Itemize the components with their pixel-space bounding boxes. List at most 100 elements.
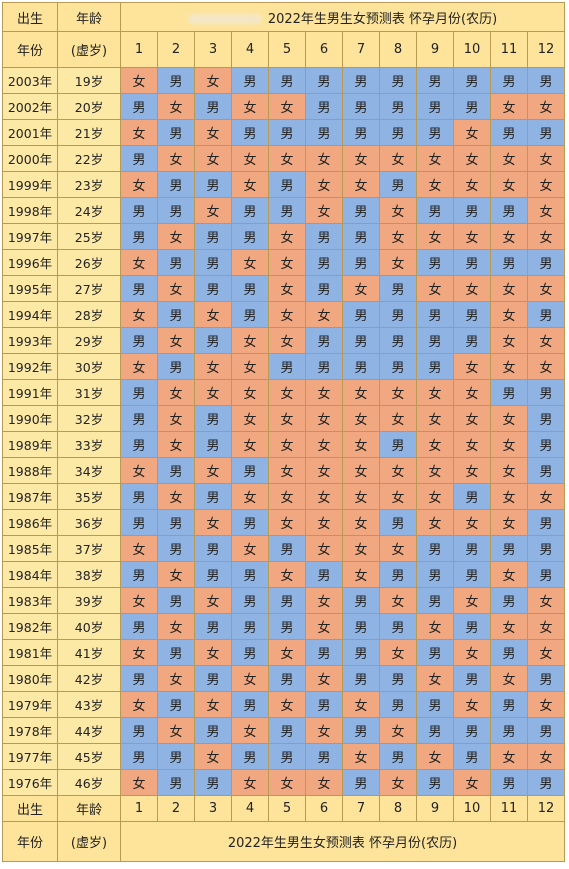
- boy-cell: 男: [342, 67, 380, 94]
- birth-year-cell: 1990年: [2, 405, 58, 432]
- girl-cell: 女: [453, 691, 491, 718]
- boy-cell: 男: [268, 665, 306, 692]
- boy-cell: 男: [416, 67, 454, 94]
- girl-cell: 女: [453, 275, 491, 302]
- age-cell: 22岁: [57, 145, 121, 172]
- boy-cell: 男: [120, 379, 158, 406]
- girl-cell: 女: [120, 639, 158, 666]
- girl-cell: 女: [342, 743, 380, 770]
- girl-cell: 女: [490, 327, 528, 354]
- boy-cell: 男: [342, 119, 380, 146]
- table-row: 1998年 24岁男男女男男女男女男男男女: [2, 197, 566, 224]
- header-month-6: 6: [305, 31, 343, 68]
- girl-cell: 女: [453, 379, 491, 406]
- boy-cell: 男: [416, 353, 454, 380]
- boy-cell: 男: [231, 613, 269, 640]
- table-title: 2022年生男生女预测表 怀孕月份(农历): [267, 11, 498, 27]
- boy-cell: 男: [342, 665, 380, 692]
- girl-cell: 女: [342, 145, 380, 172]
- girl-cell: 女: [305, 431, 343, 458]
- boy-cell: 男: [194, 275, 232, 302]
- boy-cell: 男: [268, 717, 306, 744]
- girl-cell: 女: [305, 301, 343, 328]
- girl-cell: 女: [268, 457, 306, 484]
- header-title-cell: 2022年生男生女预测表 怀孕月份(农历): [119, 2, 566, 32]
- boy-cell: 男: [453, 535, 491, 562]
- footer-month-3: 3: [194, 795, 232, 822]
- header-month-4: 4: [231, 31, 269, 68]
- boy-cell: 男: [120, 717, 158, 744]
- boy-cell: 男: [157, 197, 195, 224]
- boy-cell: 男: [120, 509, 158, 536]
- girl-cell: 女: [526, 743, 566, 770]
- table-row: 2003年 19岁女男女男男男男男男男男男: [2, 67, 566, 94]
- boy-cell: 男: [526, 249, 566, 276]
- boy-cell: 男: [342, 717, 380, 744]
- table-row: 1992年 30岁女男女女男男男男男女女女: [2, 353, 566, 380]
- boy-cell: 男: [416, 301, 454, 328]
- girl-cell: 女: [231, 405, 269, 432]
- girl-cell: 女: [416, 613, 454, 640]
- boy-cell: 男: [453, 93, 491, 120]
- boy-cell: 男: [231, 197, 269, 224]
- footer-birth-label: 出生: [2, 795, 58, 822]
- girl-cell: 女: [268, 691, 306, 718]
- boy-cell: 男: [453, 483, 491, 510]
- age-cell: 37岁: [57, 535, 121, 562]
- birth-year-cell: 1999年: [2, 171, 58, 198]
- age-cell: 27岁: [57, 275, 121, 302]
- girl-cell: 女: [194, 743, 232, 770]
- header-birth-label: 出生: [2, 2, 58, 32]
- girl-cell: 女: [305, 769, 343, 796]
- girl-cell: 女: [379, 145, 417, 172]
- girl-cell: 女: [194, 67, 232, 94]
- boy-cell: 男: [268, 171, 306, 198]
- boy-cell: 男: [194, 171, 232, 198]
- girl-cell: 女: [231, 379, 269, 406]
- boy-cell: 男: [526, 535, 566, 562]
- boy-cell: 男: [194, 535, 232, 562]
- header-month-3: 3: [194, 31, 232, 68]
- table-row: 1977年 45岁男男女男男男女男女男女女: [2, 743, 566, 770]
- girl-cell: 女: [342, 405, 380, 432]
- boy-cell: 男: [120, 613, 158, 640]
- girl-cell: 女: [305, 665, 343, 692]
- boy-cell: 男: [120, 431, 158, 458]
- girl-cell: 女: [342, 171, 380, 198]
- table-row: 1987年 35岁男女男女女女女女女男女女: [2, 483, 566, 510]
- boy-cell: 男: [120, 405, 158, 432]
- girl-cell: 女: [342, 483, 380, 510]
- girl-cell: 女: [453, 457, 491, 484]
- boy-cell: 男: [526, 405, 566, 432]
- girl-cell: 女: [305, 509, 343, 536]
- girl-cell: 女: [416, 431, 454, 458]
- boy-cell: 男: [490, 717, 528, 744]
- header-month-7: 7: [342, 31, 380, 68]
- girl-cell: 女: [416, 405, 454, 432]
- age-cell: 34岁: [57, 457, 121, 484]
- header-year-label: 年份: [2, 31, 58, 68]
- girl-cell: 女: [526, 353, 566, 380]
- girl-cell: 女: [231, 769, 269, 796]
- boy-cell: 男: [490, 691, 528, 718]
- boy-cell: 男: [157, 119, 195, 146]
- boy-cell: 男: [342, 249, 380, 276]
- girl-cell: 女: [305, 197, 343, 224]
- girl-cell: 女: [305, 717, 343, 744]
- girl-cell: 女: [305, 457, 343, 484]
- girl-cell: 女: [490, 223, 528, 250]
- girl-cell: 女: [379, 379, 417, 406]
- girl-cell: 女: [157, 275, 195, 302]
- age-cell: 20岁: [57, 93, 121, 120]
- birth-year-cell: 2000年: [2, 145, 58, 172]
- girl-cell: 女: [268, 509, 306, 536]
- girl-cell: 女: [194, 457, 232, 484]
- birth-year-cell: 2003年: [2, 67, 58, 94]
- boy-cell: 男: [526, 769, 566, 796]
- boy-cell: 男: [231, 509, 269, 536]
- girl-cell: 女: [453, 223, 491, 250]
- birth-year-cell: 1985年: [2, 535, 58, 562]
- table-row: 1982年 40岁男女男男男女男男女男女女: [2, 613, 566, 640]
- boy-cell: 男: [379, 561, 417, 588]
